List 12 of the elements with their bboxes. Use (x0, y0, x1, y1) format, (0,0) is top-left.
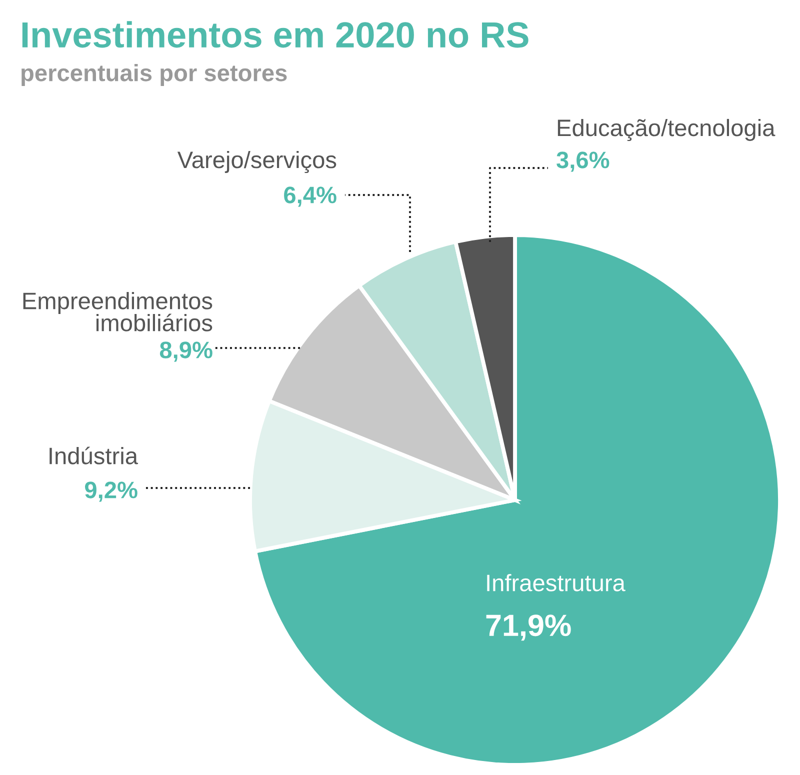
slice-label: Varejo/serviços (177, 150, 336, 174)
slice-label: Indústria (50, 446, 138, 464)
chart-title: Investimentos em 2020 no RS (22, 21, 528, 48)
data-label: 9,2% (85, 482, 138, 502)
slice-label: Educação/tecnologia (558, 118, 776, 142)
chart-subtitle: percentuais por setores (22, 64, 287, 86)
data-label: 71,9% (486, 614, 571, 641)
data-label: 3,6% (556, 152, 610, 172)
slice-label: Empreendimentos imobiliários (23, 292, 212, 332)
data-label: 6,4% (284, 186, 336, 207)
data-label: 8,9% (160, 342, 212, 362)
slice-label: Infraestrutura (487, 574, 626, 592)
